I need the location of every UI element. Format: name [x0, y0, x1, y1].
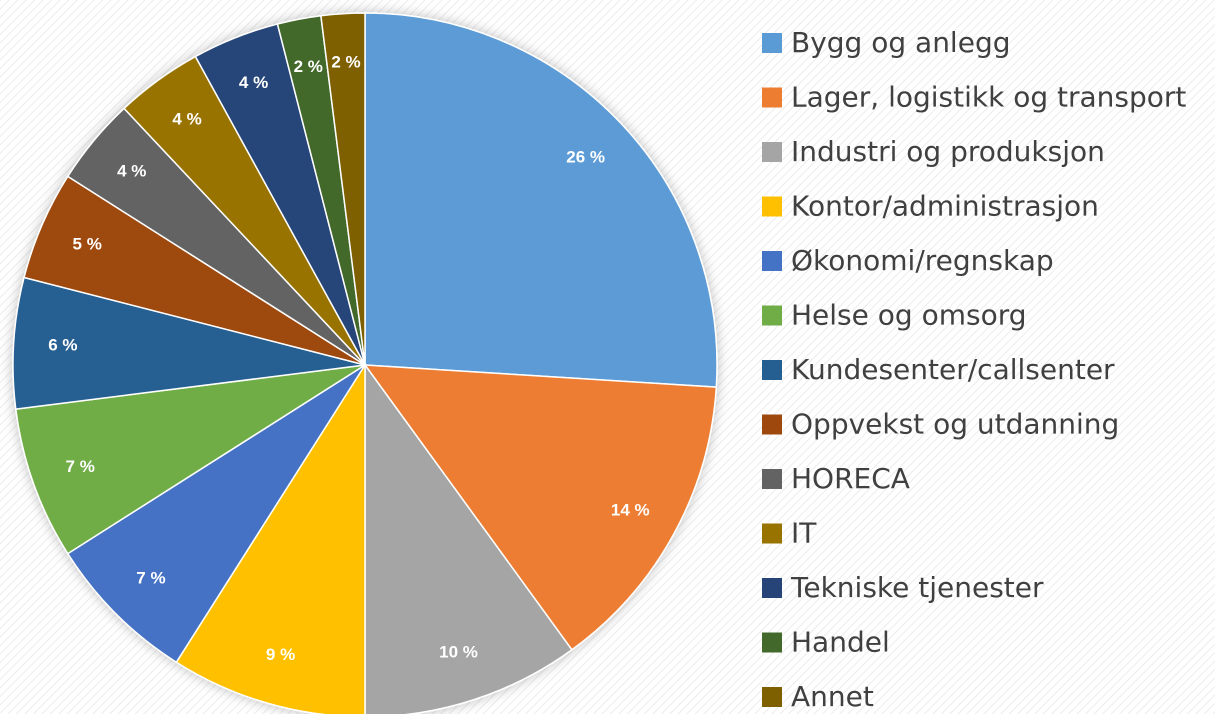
legend-swatch — [762, 632, 782, 653]
legend-swatch — [762, 523, 782, 544]
legend-label: Bygg og anlegg — [791, 26, 1011, 59]
data-label: 4 % — [117, 162, 146, 181]
legend-swatch — [762, 87, 782, 108]
legend-label: Tekniske tjenester — [790, 571, 1044, 604]
legend-label: Kundesenter/callsenter — [791, 353, 1115, 386]
legend-swatch — [762, 469, 782, 489]
pie-slice — [12, 276, 366, 410]
data-labels: 26 % 14 % 10 % 9 % 7 % 7 % 6 % 5 % 4 % 4 % 4 % 2 % 2… — [48, 52, 649, 664]
data-label: 2 % — [331, 52, 360, 71]
data-label: 4 % — [239, 73, 268, 92]
pie-slice — [320, 12, 366, 366]
pie-slice — [14, 364, 366, 555]
legend-swatch — [762, 305, 782, 326]
legend-swatch — [762, 360, 782, 380]
data-label: 6 % — [48, 335, 77, 354]
legend-swatch — [762, 578, 782, 598]
legend-swatch — [762, 687, 782, 707]
data-label: 9 % — [266, 645, 295, 664]
legend-label: Oppvekst og utdanning — [791, 408, 1119, 441]
legend-label: Lager, logistikk og transport — [791, 81, 1186, 114]
legend-swatch — [762, 196, 782, 217]
pie — [12, 12, 718, 714]
legend-swatch — [762, 33, 782, 53]
legend-swatch — [762, 414, 782, 435]
data-label: 10 % — [439, 642, 478, 661]
legend-swatch — [762, 142, 782, 162]
data-label: 14 % — [611, 500, 650, 519]
legend-label: Handel — [791, 626, 890, 659]
pie-slice — [175, 362, 366, 714]
legend-label: Annet — [791, 680, 874, 713]
pie-slice — [66, 364, 366, 664]
legend-label: IT — [791, 517, 817, 550]
pie-slice — [364, 12, 718, 388]
legend-label: HORECA — [791, 462, 910, 495]
legend-label: Kontor/administrasjon — [791, 190, 1099, 223]
pie-slice — [364, 362, 573, 714]
legend-label: Økonomi/regnskap — [791, 244, 1054, 277]
legend-label: Industri og produksjon — [791, 135, 1105, 168]
legend-swatch — [762, 251, 782, 271]
data-label: 7 % — [66, 457, 95, 476]
data-label: 26 % — [566, 147, 605, 166]
data-label: 2 % — [294, 57, 323, 76]
data-label: 7 % — [136, 569, 165, 588]
data-label: 4 % — [172, 110, 201, 129]
legend: Bygg og anlegg Lager, logistikk og transp… — [762, 26, 1186, 713]
data-label: 5 % — [73, 234, 102, 253]
pie-slice — [363, 364, 718, 651]
legend-label: Helse og omsorg — [791, 299, 1027, 332]
